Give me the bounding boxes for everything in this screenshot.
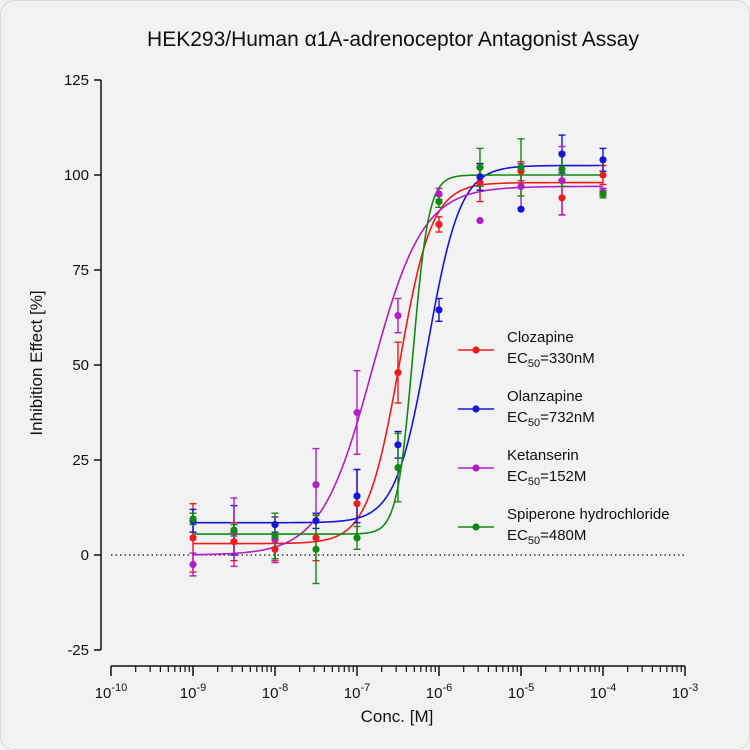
- data-point-olanzapine: [353, 492, 361, 500]
- data-point-spiperone-hydrochloride: [312, 545, 320, 553]
- legend-marker-olanzapine: [472, 405, 480, 413]
- data-point-clozapine: [271, 545, 279, 553]
- data-point-olanzapine: [476, 173, 484, 181]
- x-tick-label: 10-6: [426, 682, 452, 702]
- data-point-clozapine: [394, 369, 402, 377]
- data-point-clozapine: [435, 220, 443, 228]
- x-tick-label: 10-4: [590, 682, 616, 702]
- data-point-spiperone-hydrochloride: [230, 526, 238, 534]
- data-point-spiperone-hydrochloride: [353, 534, 361, 542]
- data-point-ketanserin: [558, 177, 566, 185]
- y-tick-label: 125: [64, 72, 89, 89]
- y-tick-label: 100: [64, 167, 89, 184]
- data-point-spiperone-hydrochloride: [517, 163, 525, 171]
- fit-curve-ketanserin: [192, 185, 603, 556]
- y-axis-label: Inhibition Effect [%]: [27, 290, 46, 435]
- data-point-ketanserin: [189, 560, 197, 569]
- x-axis-label: Conc. [M]: [361, 707, 434, 726]
- data-point-ketanserin: [517, 182, 525, 190]
- data-point-ketanserin: [312, 481, 320, 489]
- x-tick-label: 10-3: [672, 682, 698, 702]
- x-tick-label: 10-7: [344, 682, 370, 702]
- data-point-spiperone-hydrochloride: [189, 515, 197, 523]
- data-point-clozapine: [230, 538, 238, 546]
- x-tick-label: 10-9: [180, 682, 206, 702]
- data-point-ketanserin: [435, 190, 443, 198]
- data-point-spiperone-hydrochloride: [435, 198, 443, 206]
- data-point-spiperone-hydrochloride: [476, 163, 484, 171]
- data-point-olanzapine: [435, 306, 443, 314]
- axes-layer: -25 0 25 50 75 100 125 10-10 10-9 10-8 10-7 10-6 10-…: [64, 72, 698, 702]
- data-point-spiperone-hydrochloride: [599, 190, 607, 198]
- x-tick-label: 10-10: [95, 682, 128, 702]
- data-point-clozapine: [599, 171, 607, 179]
- data-point-olanzapine: [517, 205, 525, 213]
- data-point-clozapine: [476, 179, 484, 187]
- y-tick-label: 25: [72, 452, 89, 469]
- legend-name-clozapine: Clozapine: [507, 329, 574, 346]
- data-point-ketanserin: [394, 312, 402, 320]
- legend: Clozapine EC50=330nM Olanzapine EC50=732nM K…: [458, 329, 670, 547]
- y-tick-label: -25: [67, 642, 89, 659]
- data-point-ketanserin: [353, 408, 361, 417]
- data-point-spiperone-hydrochloride: [394, 464, 402, 472]
- legend-marker-clozapine: [472, 346, 480, 354]
- y-tick-label: 75: [72, 262, 89, 279]
- x-tick-label: 10-5: [508, 682, 534, 702]
- data-point-clozapine: [353, 500, 361, 508]
- data-point-olanzapine: [394, 441, 402, 449]
- legend-name-ketanserin: Ketanserin: [507, 447, 579, 464]
- legend-ec50-spiperone-hydrochloride: EC50=480M: [507, 527, 586, 547]
- legend-ec50-olanzapine: EC50=732nM: [507, 409, 595, 429]
- chart-title: HEK293/Human α1A-adrenoceptor Antagonist…: [147, 28, 639, 51]
- x-tick-label: 10-8: [262, 682, 288, 702]
- data-point-olanzapine: [271, 521, 279, 529]
- data-point-olanzapine: [558, 150, 566, 158]
- y-tick-label: 0: [81, 547, 89, 564]
- legend-ec50-ketanserin: EC50=152M: [507, 468, 586, 488]
- data-point-olanzapine: [312, 517, 320, 525]
- legend-marker-ketanserin: [472, 464, 480, 472]
- data-point-spiperone-hydrochloride: [558, 165, 566, 173]
- legend-ec50-clozapine: EC50=330nM: [507, 350, 595, 370]
- data-point-spiperone-hydrochloride: [271, 532, 279, 540]
- legend-name-olanzapine: Olanzapine: [507, 388, 583, 405]
- legend-marker-spiperone-hydrochloride: [472, 523, 480, 531]
- data-point-olanzapine: [599, 156, 607, 164]
- data-points-layer: [189, 150, 607, 569]
- data-point-clozapine: [558, 194, 566, 202]
- data-point-ketanserin: [476, 217, 484, 225]
- data-point-clozapine: [189, 534, 197, 542]
- legend-name-spiperone-hydrochloride: Spiperone hydrochloride: [507, 506, 670, 523]
- y-tick-label: 50: [72, 357, 89, 374]
- data-point-clozapine: [312, 534, 320, 542]
